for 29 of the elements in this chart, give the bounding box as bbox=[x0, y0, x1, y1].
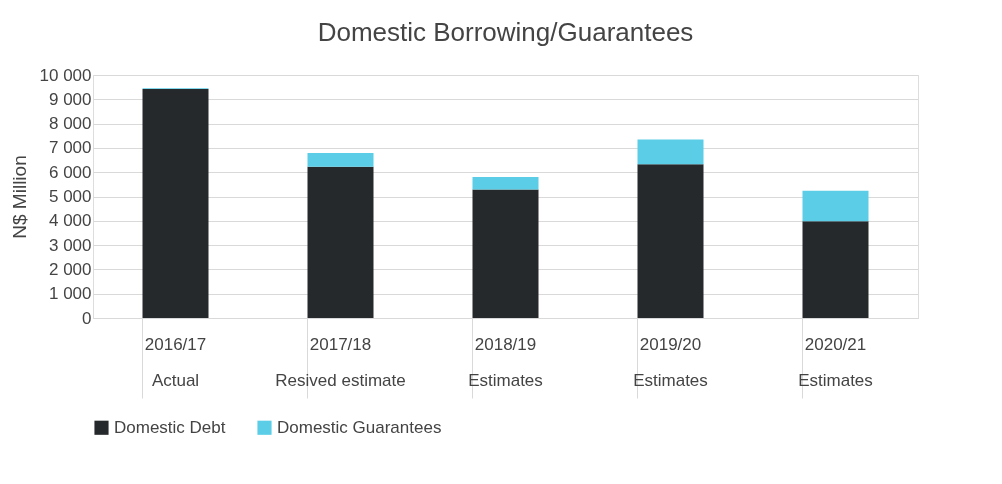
bar bbox=[307, 166, 374, 318]
bar bbox=[637, 164, 704, 318]
x-tick-label: 2017/18 Resived estimate bbox=[275, 334, 406, 390]
bar bbox=[307, 153, 374, 167]
y-tick-label: 10 000 bbox=[39, 65, 92, 85]
x-tick-label: 2020/21 Estimates bbox=[798, 334, 873, 390]
y-tick-label: 5 000 bbox=[48, 187, 92, 206]
y-tick-label: 6 000 bbox=[48, 162, 92, 182]
x-tick-label: 2018/19 Estimates bbox=[468, 334, 543, 390]
y-tick-label: 9 000 bbox=[48, 89, 92, 109]
y-tick-label: 1 000 bbox=[48, 284, 92, 304]
y-tick-label: 2 000 bbox=[48, 259, 92, 279]
y-tick-label: 7 000 bbox=[48, 138, 92, 158]
y-tick-label: 3 000 bbox=[48, 235, 92, 255]
bar bbox=[637, 139, 704, 165]
y-tick-label: 8 000 bbox=[48, 114, 92, 134]
y-axis-title: N$ Million bbox=[8, 155, 30, 239]
bar bbox=[802, 190, 869, 222]
y-tick-label: 4 000 bbox=[48, 211, 92, 231]
bar bbox=[802, 221, 869, 318]
y-tick-label: 0 bbox=[82, 308, 92, 328]
bar bbox=[472, 189, 539, 318]
legend-label: Domestic Debt bbox=[114, 417, 226, 437]
bar bbox=[142, 89, 209, 318]
chart-title: Domestic Borrowing/Guarantees bbox=[317, 17, 694, 47]
x-tick-label: 2019/20 Estimates bbox=[633, 334, 708, 390]
legend-label: Domestic Guarantees bbox=[277, 417, 442, 437]
bar bbox=[472, 177, 539, 190]
x-tick-label: 2016/17 Actual bbox=[144, 334, 207, 390]
